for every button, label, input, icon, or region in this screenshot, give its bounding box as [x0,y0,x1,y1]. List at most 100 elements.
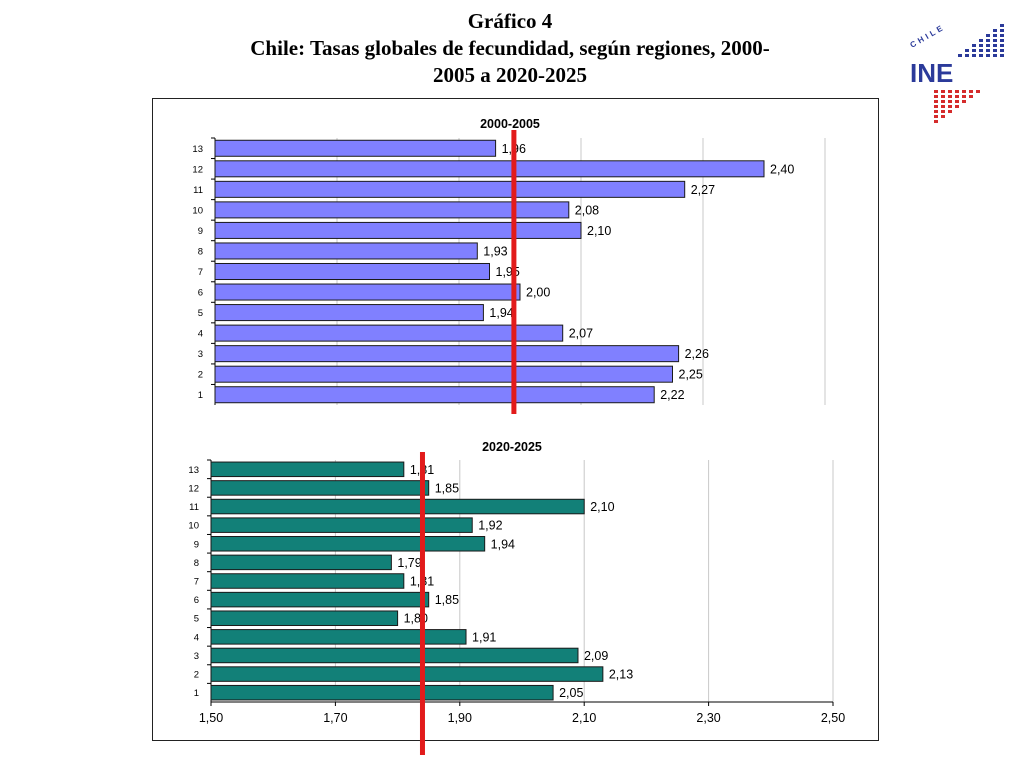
page-title: Gráfico 4 Chile: Tasas globales de fecun… [130,8,890,89]
category-label: 2 [198,370,203,381]
bar [214,283,521,301]
logo-dot [965,49,969,52]
logo-dot [955,95,959,98]
logo-dot [976,90,980,93]
category-label: 13 [188,465,199,476]
logo-dot [962,90,966,93]
logo-dot [962,95,966,98]
data-label: 1,92 [478,519,502,533]
logo-dot [993,29,997,32]
x-tick-label: 2,30 [696,711,720,725]
category-label: 8 [198,246,203,257]
ine-chile-logo: CHILE INE [909,22,1004,123]
data-label: 2,09 [584,649,608,663]
logo-dot [986,34,990,37]
logo-dot [986,49,990,52]
bar [214,160,765,178]
category-label: 13 [192,144,203,155]
category-label: 1 [194,688,199,699]
x-tick-label: 2,10 [572,711,596,725]
bar [210,629,467,645]
logo-dot [1000,29,1004,32]
chart-panel-2000-2005: 2000-2005131,96122,40112,27102,0892,1081… [192,117,826,414]
bar [210,517,473,533]
bar [214,201,570,219]
category-label: 11 [193,185,203,196]
bar [210,610,399,626]
logo-dot [948,95,952,98]
bar [214,221,582,239]
logo-dot [934,115,938,118]
category-label: 6 [198,288,203,299]
logo-dot [948,105,952,108]
logo-dot [941,95,945,98]
category-label: 10 [192,205,203,216]
logo-dot [948,100,952,103]
logo-dot [934,95,938,98]
logo-dot [986,39,990,42]
title-line-3: 2005 a 2020-2025 [433,63,587,87]
logo-dot [934,105,938,108]
logo-dot [955,105,959,108]
bar [210,666,604,682]
category-label: 7 [198,267,203,278]
bar [214,345,680,363]
bar [214,180,686,198]
data-label: 2,25 [679,368,703,382]
category-label: 5 [194,614,199,625]
svg-text:INE: INE [910,58,953,88]
category-label: 9 [198,226,203,237]
category-label: 4 [198,329,203,340]
data-label: 2,22 [660,388,684,402]
logo-dot [955,100,959,103]
category-label: 8 [194,558,199,569]
x-tick-label: 1,70 [323,711,347,725]
category-label: 1 [198,390,203,401]
bar [210,536,486,552]
logo-dot [972,49,976,52]
logo-dot [993,34,997,37]
logo-dot [934,100,938,103]
bar [210,591,430,608]
x-tick-label: 1,90 [448,711,472,725]
logo-dot [1000,44,1004,47]
logo-dot [986,54,990,57]
chart-title: 2000-2005 [480,117,540,131]
logo-dot [993,54,997,57]
logo-dot [948,90,952,93]
bar [214,365,673,383]
bar [214,242,478,260]
data-label: 2,40 [770,162,794,176]
logo-dot [972,44,976,47]
data-label: 1,79 [397,556,421,570]
bar [210,461,405,478]
category-label: 3 [194,651,199,662]
logo-dot [941,105,945,108]
data-label: 2,07 [569,327,593,341]
category-label: 7 [194,577,199,588]
logo-dot [1000,39,1004,42]
logo-dot [941,90,945,93]
logo-dot [993,39,997,42]
logo-dot [955,90,959,93]
data-label: 2,27 [691,183,715,197]
logo-dot [972,54,976,57]
bar [210,554,392,571]
data-label: 1,94 [491,537,515,551]
bar [214,139,497,157]
chart-title: 2020-2025 [482,440,542,454]
bar [210,684,554,701]
logo-dot [934,90,938,93]
logo-dot [1000,49,1004,52]
category-label: 2 [194,670,199,681]
bar [210,498,585,515]
bar [210,480,430,496]
data-label: 2,13 [609,668,633,682]
data-label: 1,85 [435,481,459,495]
logo-dot [1000,54,1004,57]
data-label: 1,91 [472,630,496,644]
logo-dot [993,49,997,52]
logo-dot [986,44,990,47]
logo-dot [965,54,969,57]
category-label: 9 [194,539,199,550]
